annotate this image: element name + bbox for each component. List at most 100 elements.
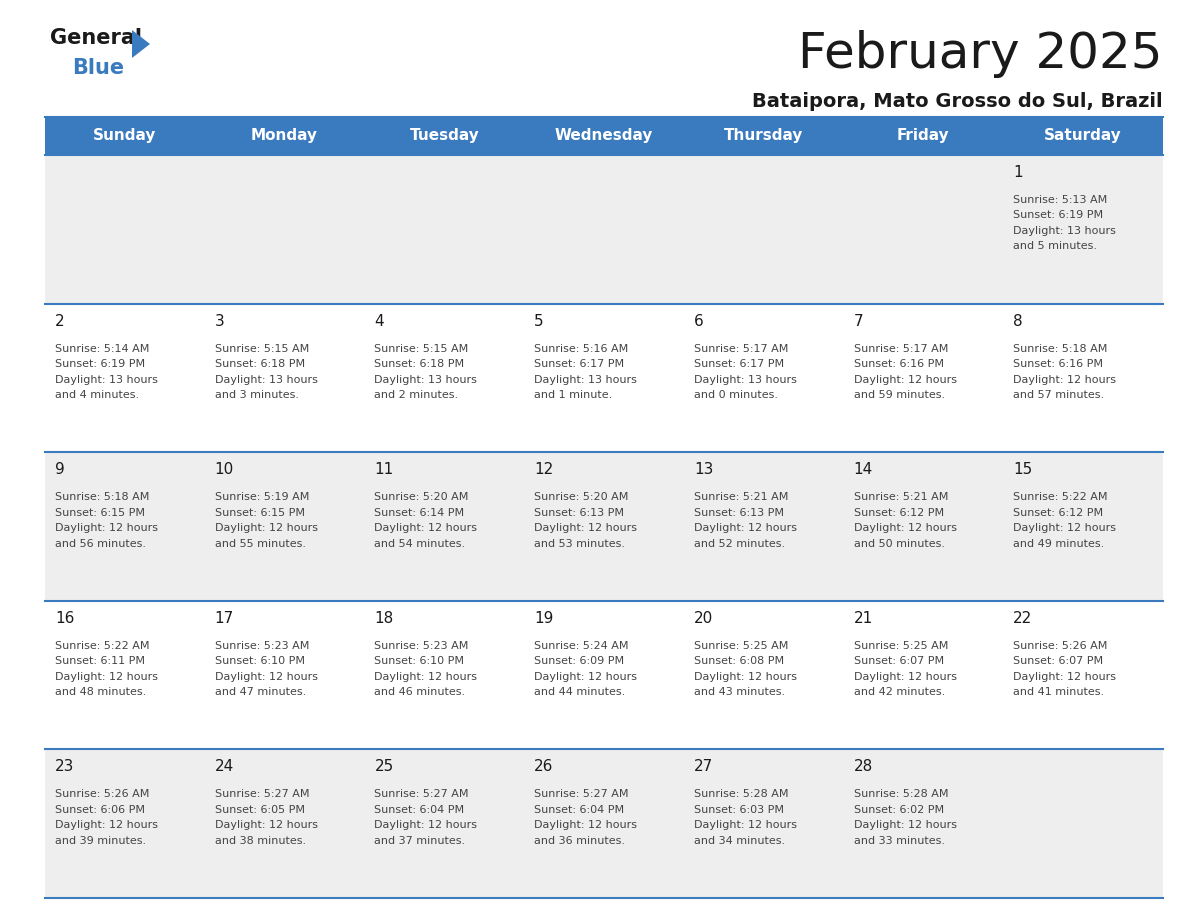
Text: 16: 16 <box>55 610 75 626</box>
Text: Daylight: 12 hours: Daylight: 12 hours <box>374 523 478 533</box>
Text: Sunset: 6:17 PM: Sunset: 6:17 PM <box>535 359 624 369</box>
Text: 14: 14 <box>853 462 873 477</box>
Text: Sunrise: 5:22 AM: Sunrise: 5:22 AM <box>1013 492 1107 502</box>
Bar <box>45 453 204 600</box>
Text: Daylight: 12 hours: Daylight: 12 hours <box>55 672 158 682</box>
Text: Sunrise: 5:17 AM: Sunrise: 5:17 AM <box>694 343 788 353</box>
Text: Daylight: 12 hours: Daylight: 12 hours <box>853 672 956 682</box>
Text: General: General <box>50 28 143 48</box>
Text: 25: 25 <box>374 759 393 775</box>
Bar <box>843 155 1004 304</box>
Text: Sunset: 6:02 PM: Sunset: 6:02 PM <box>853 805 943 815</box>
Text: 8: 8 <box>1013 314 1023 329</box>
Bar <box>1004 117 1163 155</box>
Text: 13: 13 <box>694 462 713 477</box>
Text: Sunrise: 5:19 AM: Sunrise: 5:19 AM <box>215 492 309 502</box>
Text: and 52 minutes.: and 52 minutes. <box>694 539 785 549</box>
Text: Daylight: 12 hours: Daylight: 12 hours <box>535 672 637 682</box>
Bar <box>365 749 524 898</box>
Bar <box>1004 155 1163 304</box>
Text: Sunset: 6:17 PM: Sunset: 6:17 PM <box>694 359 784 369</box>
Text: Sunset: 6:09 PM: Sunset: 6:09 PM <box>535 656 624 666</box>
Bar <box>524 749 684 898</box>
Text: February 2025: February 2025 <box>798 30 1163 78</box>
Text: Daylight: 13 hours: Daylight: 13 hours <box>55 375 158 385</box>
Text: Sunrise: 5:15 AM: Sunrise: 5:15 AM <box>215 343 309 353</box>
Text: Daylight: 12 hours: Daylight: 12 hours <box>374 821 478 831</box>
Text: Sunset: 6:06 PM: Sunset: 6:06 PM <box>55 805 145 815</box>
Bar <box>365 304 524 453</box>
Text: Sunset: 6:15 PM: Sunset: 6:15 PM <box>55 508 145 518</box>
Text: Sunrise: 5:21 AM: Sunrise: 5:21 AM <box>694 492 788 502</box>
Text: Bataipora, Mato Grosso do Sul, Brazil: Bataipora, Mato Grosso do Sul, Brazil <box>752 92 1163 111</box>
Bar <box>843 600 1004 749</box>
Text: Daylight: 12 hours: Daylight: 12 hours <box>1013 523 1117 533</box>
Bar <box>684 304 843 453</box>
Text: Sunset: 6:04 PM: Sunset: 6:04 PM <box>535 805 624 815</box>
Text: and 39 minutes.: and 39 minutes. <box>55 836 146 845</box>
Text: 24: 24 <box>215 759 234 775</box>
Text: and 4 minutes.: and 4 minutes. <box>55 390 139 400</box>
Bar <box>45 749 204 898</box>
Text: and 1 minute.: and 1 minute. <box>535 390 612 400</box>
Text: Sunrise: 5:25 AM: Sunrise: 5:25 AM <box>853 641 948 651</box>
Text: Saturday: Saturday <box>1044 129 1121 143</box>
Bar <box>684 749 843 898</box>
Text: Tuesday: Tuesday <box>410 129 479 143</box>
Text: and 33 minutes.: and 33 minutes. <box>853 836 944 845</box>
Text: 18: 18 <box>374 610 393 626</box>
Text: Daylight: 12 hours: Daylight: 12 hours <box>215 821 317 831</box>
Text: and 43 minutes.: and 43 minutes. <box>694 688 785 698</box>
Text: 17: 17 <box>215 610 234 626</box>
Bar <box>365 453 524 600</box>
Text: 28: 28 <box>853 759 873 775</box>
Text: Sunrise: 5:13 AM: Sunrise: 5:13 AM <box>1013 195 1107 205</box>
Bar <box>204 117 365 155</box>
Bar <box>684 453 843 600</box>
Text: Sunrise: 5:18 AM: Sunrise: 5:18 AM <box>1013 343 1107 353</box>
Text: Thursday: Thursday <box>723 129 803 143</box>
Text: Daylight: 12 hours: Daylight: 12 hours <box>374 672 478 682</box>
Text: 3: 3 <box>215 314 225 329</box>
Text: and 5 minutes.: and 5 minutes. <box>1013 241 1098 252</box>
Bar <box>45 155 204 304</box>
Bar <box>1004 304 1163 453</box>
Text: and 36 minutes.: and 36 minutes. <box>535 836 625 845</box>
Text: Daylight: 13 hours: Daylight: 13 hours <box>535 375 637 385</box>
Text: Sunrise: 5:27 AM: Sunrise: 5:27 AM <box>535 789 628 800</box>
Bar <box>204 600 365 749</box>
Text: and 47 minutes.: and 47 minutes. <box>215 688 307 698</box>
Text: Sunrise: 5:23 AM: Sunrise: 5:23 AM <box>215 641 309 651</box>
Text: Sunrise: 5:22 AM: Sunrise: 5:22 AM <box>55 641 150 651</box>
Text: Daylight: 12 hours: Daylight: 12 hours <box>535 821 637 831</box>
Text: 9: 9 <box>55 462 65 477</box>
Bar <box>365 155 524 304</box>
Text: Wednesday: Wednesday <box>555 129 653 143</box>
Text: 22: 22 <box>1013 610 1032 626</box>
Text: Sunset: 6:10 PM: Sunset: 6:10 PM <box>215 656 304 666</box>
Text: and 37 minutes.: and 37 minutes. <box>374 836 466 845</box>
Text: 15: 15 <box>1013 462 1032 477</box>
Text: and 59 minutes.: and 59 minutes. <box>853 390 944 400</box>
Text: Sunset: 6:05 PM: Sunset: 6:05 PM <box>215 805 304 815</box>
Text: 20: 20 <box>694 610 713 626</box>
Text: Daylight: 12 hours: Daylight: 12 hours <box>215 672 317 682</box>
Text: Daylight: 12 hours: Daylight: 12 hours <box>1013 375 1117 385</box>
Bar <box>204 749 365 898</box>
Text: 7: 7 <box>853 314 864 329</box>
Text: Sunset: 6:13 PM: Sunset: 6:13 PM <box>535 508 624 518</box>
Text: Sunset: 6:18 PM: Sunset: 6:18 PM <box>215 359 305 369</box>
Text: Daylight: 12 hours: Daylight: 12 hours <box>535 523 637 533</box>
Bar <box>45 117 204 155</box>
Text: Daylight: 12 hours: Daylight: 12 hours <box>853 523 956 533</box>
Text: 4: 4 <box>374 314 384 329</box>
Text: 27: 27 <box>694 759 713 775</box>
Bar <box>684 117 843 155</box>
Text: Sunset: 6:15 PM: Sunset: 6:15 PM <box>215 508 304 518</box>
Bar <box>843 749 1004 898</box>
Polygon shape <box>132 30 150 58</box>
Text: 6: 6 <box>694 314 703 329</box>
Text: 21: 21 <box>853 610 873 626</box>
Text: 12: 12 <box>535 462 554 477</box>
Text: Sunset: 6:03 PM: Sunset: 6:03 PM <box>694 805 784 815</box>
